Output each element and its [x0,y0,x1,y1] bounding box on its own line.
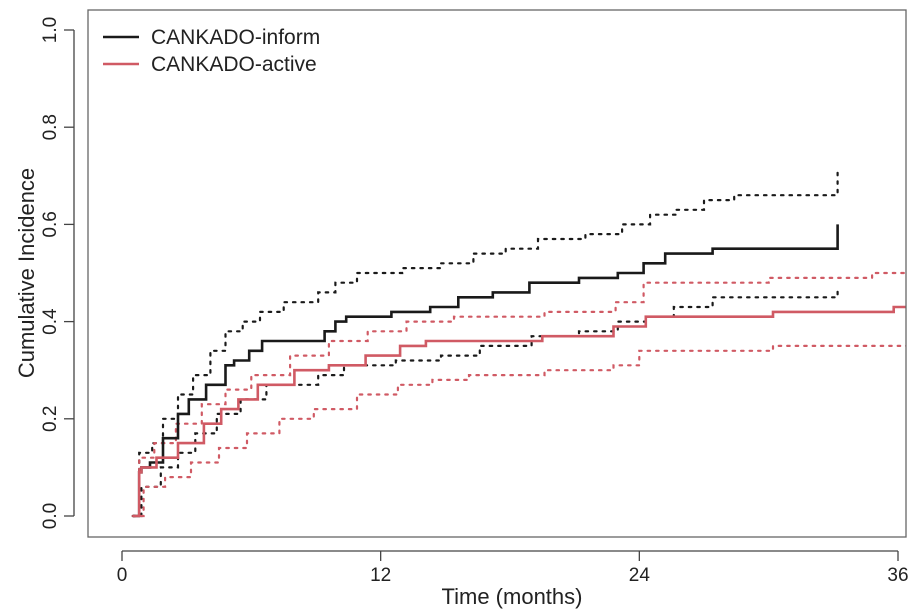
plot-frame [87,9,907,538]
ci-line-active-upper-ci [131,271,906,518]
x-tick-label: 0 [117,565,128,586]
y-axis-title: Cumulative Incidence [14,168,39,378]
x-tick-label: 12 [370,565,391,586]
y-tick-label: 0.4 [40,308,61,335]
y-tick-label: 0.2 [40,406,61,432]
x-tick-label: 36 [887,565,908,586]
y-tick-label: 0.0 [40,503,61,529]
ci-line-active-lower-ci [131,344,906,518]
series-line-cankado-inform [132,224,839,518]
series-line-cankado-active [132,305,906,518]
ci-line-inform-upper-ci [131,169,839,518]
axes: 0 12 24 36 Time (months) 0.0 0.2 0.4 0.6 0.8 1.0 Cu… [14,9,908,609]
legend-label: CANKADO-active [151,53,317,76]
y-tick-label: 0.8 [40,114,61,140]
y-tick-label: 0.6 [40,211,61,237]
y-tick-label: 1.0 [40,17,61,43]
x-axis-title: Time (months) [442,584,583,609]
legend-label: CANKADO-inform [151,26,320,49]
x-tick-label: 24 [629,565,651,586]
plot-area [131,169,906,518]
legend: CANKADO-inform CANKADO-active [103,26,320,76]
